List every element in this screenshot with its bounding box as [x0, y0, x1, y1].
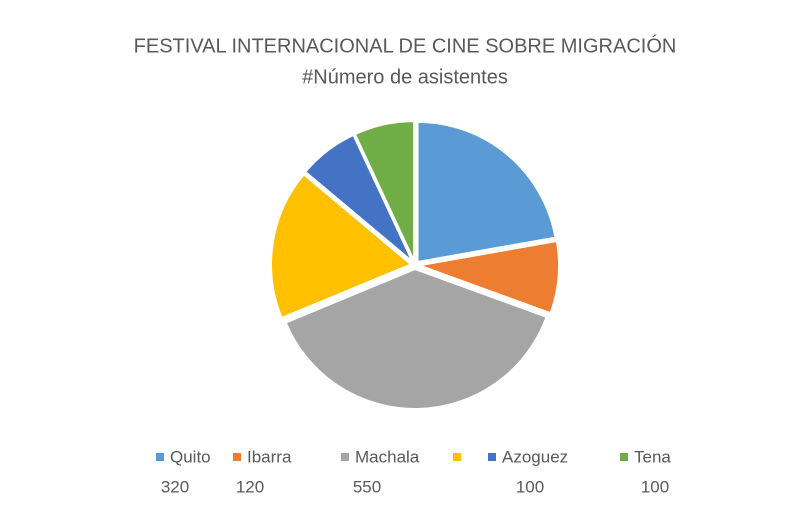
legend-label: Ibarra: [247, 447, 292, 466]
legend-value: 100: [516, 477, 544, 496]
pie-slice: [284, 267, 548, 410]
legend-marker: [453, 453, 461, 461]
legend-marker: [156, 453, 164, 461]
legend-marker: [341, 453, 349, 461]
chart-subtitle: #Número de asistentes: [302, 66, 508, 88]
legend-marker: [233, 453, 241, 461]
legend-label: Quito: [170, 447, 211, 466]
legend-label: Machala: [355, 447, 420, 466]
pie-slice: [415, 239, 560, 315]
legend-marker: [488, 453, 496, 461]
legend-value: 550: [353, 477, 381, 496]
legend-marker: [620, 453, 628, 461]
legend-label: Azoguez: [502, 447, 568, 466]
pie-slice: [303, 133, 414, 263]
legend-value: 120: [236, 477, 264, 496]
chart-title: FESTIVAL INTERNACIONAL DE CINE SOBRE MIG…: [134, 34, 677, 57]
legend-value: 320: [161, 477, 189, 496]
legend-value: 100: [641, 477, 669, 496]
pie-slice: [353, 120, 416, 262]
legend-label: Tena: [634, 447, 671, 466]
pie-slice: [416, 120, 557, 264]
pie-slice: [270, 172, 413, 320]
